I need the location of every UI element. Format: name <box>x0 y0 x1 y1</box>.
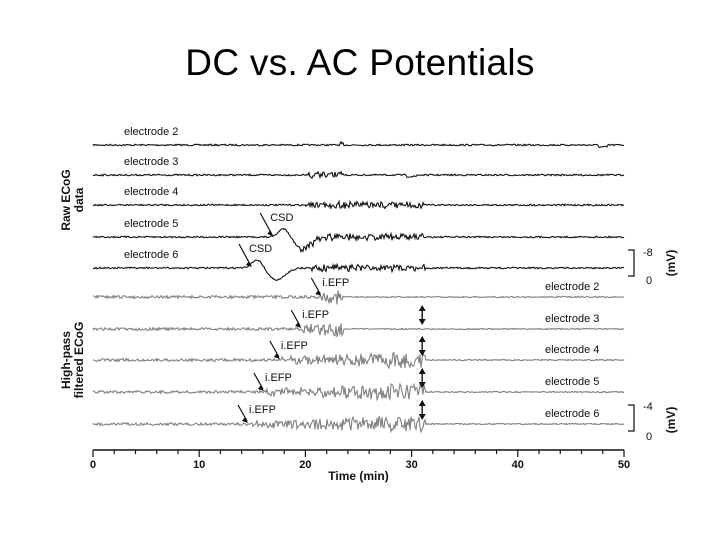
iefp-annotation: i.EFP <box>265 372 292 384</box>
raw-ylabel-line: Raw ECoG <box>59 169 73 230</box>
filtered-trace-5 <box>92 382 625 402</box>
x-tick-label: 20 <box>299 459 311 471</box>
double-arrow-up <box>418 368 426 374</box>
x-axis: 0 10 20 30 40 50 Time (min) <box>90 449 630 483</box>
iefp-annotation: i.EFP <box>302 309 329 321</box>
filtered-trace-label: electrode 6 <box>545 408 599 420</box>
raw-trace-label: electrode 6 <box>124 249 178 261</box>
double-arrow-down <box>418 414 426 420</box>
csd-arrow-head <box>267 230 274 236</box>
raw-ylabel: Raw ECoGdata <box>59 169 86 230</box>
x-tick-label: 0 <box>90 459 96 471</box>
slide-title: DC vs. AC Potentials <box>185 42 535 83</box>
x-tick-label: 30 <box>405 459 417 471</box>
raw-ylabel-line: data <box>72 187 86 212</box>
filtered-ylabel: High-passfiltered ECoG <box>59 322 86 399</box>
iefp-arrow-head <box>242 417 249 423</box>
filtered-trace-label: electrode 2 <box>545 281 599 293</box>
filtered-scale-unit: (mV) <box>664 407 678 434</box>
csd-arrow-head <box>245 261 252 267</box>
filtered-trace-2 <box>92 290 625 305</box>
csd-annotation: CSD <box>249 243 272 255</box>
double-arrow-up <box>418 305 426 311</box>
raw-traces-group <box>92 140 625 282</box>
raw-trace-label: electrode 2 <box>124 126 178 138</box>
raw-trace-label: electrode 3 <box>124 156 178 168</box>
filtered-scale-top: -4 <box>643 401 653 413</box>
filtered-ylabel-line: filtered ECoG <box>72 322 86 399</box>
iefp-annotation: i.EFP <box>281 340 308 352</box>
raw-trace-4 <box>92 199 625 210</box>
filtered-trace-4 <box>92 351 625 370</box>
filtered-scale-bar <box>628 404 635 432</box>
iefp-arrow-head <box>257 385 264 391</box>
raw-trace-5 <box>92 227 625 254</box>
iefp-arrow-head <box>315 290 322 296</box>
raw-scale-unit: (mV) <box>664 250 678 277</box>
raw-trace-label: electrode 4 <box>124 186 178 198</box>
raw-scale-bar <box>628 249 635 277</box>
x-tick-label: 40 <box>512 459 524 471</box>
raw-trace-6 <box>92 259 625 282</box>
iefp-arrow-head <box>295 322 302 328</box>
filtered-trace-label: electrode 4 <box>545 344 599 356</box>
labels-group: electrode 2 electrode 3 electrode 4 electro… <box>59 126 678 443</box>
filtered-ylabel-line: High-pass <box>59 331 73 389</box>
raw-trace-label: electrode 5 <box>124 218 178 230</box>
raw-scale-bottom: 0 <box>646 275 652 287</box>
double-arrow-down <box>418 382 426 388</box>
double-arrow-up <box>418 400 426 406</box>
double-arrow-up <box>418 336 426 342</box>
filtered-trace-3 <box>92 323 625 338</box>
raw-trace-3 <box>92 170 625 180</box>
filtered-trace-6 <box>92 415 625 434</box>
filtered-scale-bottom: 0 <box>646 431 652 443</box>
double-arrow-down <box>418 350 426 356</box>
x-tick-label: 50 <box>618 459 630 471</box>
iefp-annotation: i.EFP <box>249 404 276 416</box>
csd-annotation: CSD <box>270 212 293 224</box>
filtered-traces-group <box>92 290 625 434</box>
x-axis-label: Time (min) <box>328 469 388 483</box>
raw-trace-2 <box>92 140 625 149</box>
double-arrow-down <box>418 319 426 325</box>
raw-scale-top: -8 <box>643 247 653 259</box>
filtered-trace-label: electrode 3 <box>545 313 599 325</box>
x-tick-label: 10 <box>193 459 205 471</box>
iefp-annotation: i.EFP <box>322 277 349 289</box>
filtered-trace-label: electrode 5 <box>545 376 599 388</box>
iefp-arrow-head <box>273 353 280 359</box>
